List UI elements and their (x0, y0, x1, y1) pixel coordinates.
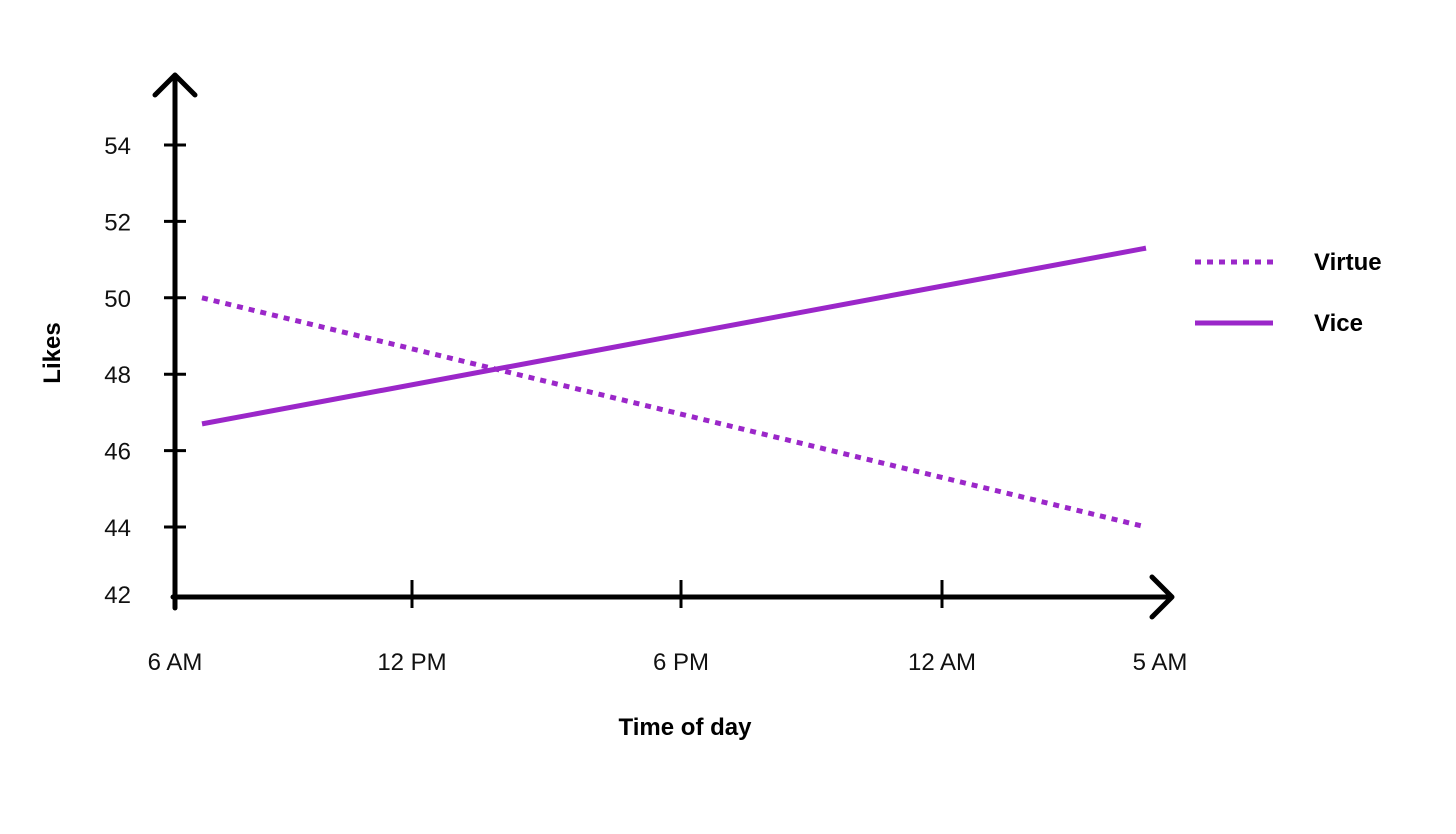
y-tick-label: 44 (104, 515, 131, 542)
y-axis-arrowhead (152, 72, 198, 98)
y-tick-label: 52 (104, 209, 131, 236)
y-tick-label: 48 (104, 362, 131, 389)
x-tick-label: 6 AM (148, 649, 203, 676)
series-layer (201, 245, 1147, 530)
series-line-virtue (201, 295, 1147, 530)
x-axis-arrowhead (1149, 574, 1175, 620)
x-ticks: 6 AM 12 PM 6 PM 12 AM 5 AM (148, 580, 1188, 676)
x-axis-title: Time of day (619, 714, 753, 741)
y-tick-label: 46 (104, 439, 131, 466)
y-tick-label: 54 (104, 133, 131, 160)
x-tick-label: 12 PM (377, 649, 446, 676)
legend-label-vice: Vice (1314, 310, 1363, 337)
x-tick-label: 6 PM (653, 649, 709, 676)
x-tick-label: 5 AM (1133, 649, 1188, 676)
series-line-vice (201, 245, 1147, 427)
y-ticks: 42 44 46 48 50 52 54 (104, 133, 186, 609)
y-tick-label: 50 (104, 286, 131, 313)
y-tick-label: 42 (104, 582, 131, 609)
legend-label-virtue: Virtue (1314, 249, 1382, 276)
axes (152, 72, 1175, 620)
x-tick-label: 12 AM (908, 649, 976, 676)
y-axis-title: Likes (39, 322, 66, 383)
legend: Virtue Vice (1195, 249, 1382, 337)
